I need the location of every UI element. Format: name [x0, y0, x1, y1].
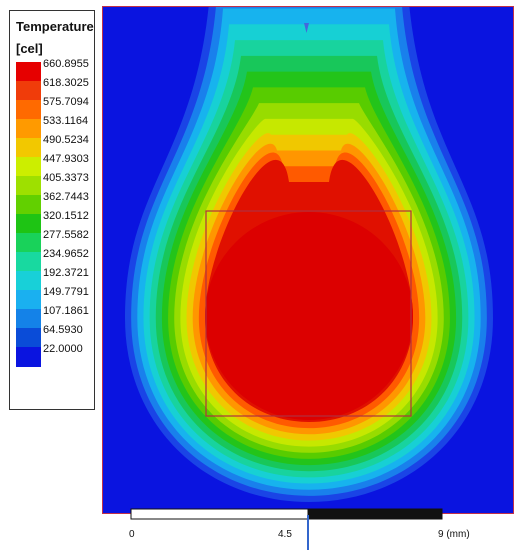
- scale-tick-9mm: 9 (mm): [438, 529, 470, 540]
- legend-level-label: 533.1164: [43, 115, 89, 127]
- legend-swatch: [16, 309, 41, 329]
- legend-swatch: [16, 347, 41, 367]
- legend-level-label: 234.9652: [43, 248, 89, 260]
- legend-swatch: [16, 195, 41, 215]
- legend-swatch: [16, 119, 41, 139]
- legend-swatch: [16, 176, 41, 196]
- legend-unit: [cel]: [16, 41, 43, 56]
- legend-level-label: 149.7791: [43, 286, 89, 298]
- contour-viewport[interactable]: [102, 6, 514, 514]
- legend-level-label: 22.0000: [43, 343, 83, 355]
- legend-swatch: [16, 81, 41, 101]
- color-legend: Temperature [cel] 660.8955 618.3025 575.70…: [9, 10, 95, 410]
- hot-core: [205, 212, 413, 420]
- probe-marker-icon: [304, 23, 309, 33]
- temperature-contour-plot: [125, 7, 493, 502]
- legend-swatch: [16, 157, 41, 177]
- legend-level-label: 490.5234: [43, 134, 89, 146]
- legend-swatch: [16, 100, 41, 120]
- legend-swatch: [16, 271, 41, 291]
- legend-level-label: 192.3721: [43, 267, 89, 279]
- legend-level-label: 447.9303: [43, 153, 89, 165]
- legend-level-label: 405.3373: [43, 172, 89, 184]
- legend-swatch: [16, 328, 41, 348]
- legend-level-label: 362.7443: [43, 191, 89, 203]
- legend-level-label: 107.1861: [43, 305, 89, 317]
- legend-swatch: [16, 252, 41, 272]
- legend-swatch: [16, 214, 41, 234]
- legend-level-label: 277.5582: [43, 229, 89, 241]
- contour-bands: [125, 7, 493, 502]
- legend-level-label: 660.8955: [43, 58, 89, 70]
- legend-level-label: 618.3025: [43, 77, 89, 89]
- legend-level-label: 575.7094: [43, 96, 89, 108]
- scale-tick-0: 0: [129, 529, 135, 540]
- legend-swatch: [16, 290, 41, 310]
- legend-level-label: 64.5930: [43, 324, 83, 336]
- legend-title: Temperature: [16, 19, 94, 34]
- legend-swatch: [16, 62, 41, 82]
- legend-swatch: [16, 138, 41, 158]
- scale-tick-4.5: 4.5: [278, 529, 292, 540]
- legend-level-label: 320.1512: [43, 210, 89, 222]
- legend-swatch: [16, 233, 41, 253]
- probe-frame: [205, 210, 412, 417]
